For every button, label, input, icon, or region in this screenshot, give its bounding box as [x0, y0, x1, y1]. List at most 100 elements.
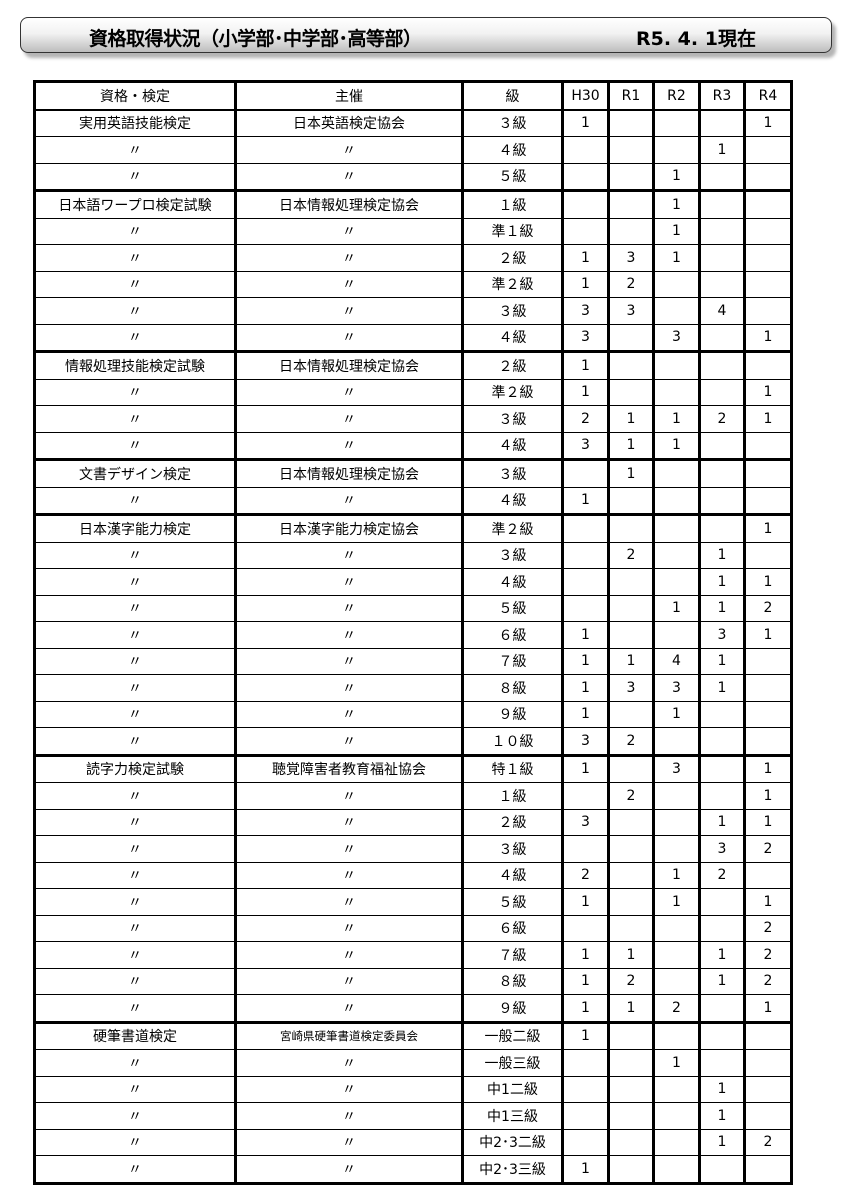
- cell-h30: [561, 782, 609, 809]
- cell-organizer: 〃: [234, 217, 463, 245]
- cell-qualification: 〃: [33, 727, 236, 755]
- cell-r2: 1: [652, 244, 700, 271]
- cell-organizer: 〃: [234, 162, 463, 191]
- cell-r1: [607, 700, 654, 728]
- cell-r4: [743, 647, 792, 675]
- cell-qualification: 情報処理技能検定試験: [33, 350, 236, 379]
- cell-organizer: 〃: [234, 378, 463, 406]
- cell-r1: [607, 350, 654, 379]
- cell-r1: [607, 1020, 654, 1050]
- cell-r3: [698, 1049, 745, 1076]
- cell-r4: 1: [743, 888, 792, 915]
- table-row: 〃〃 ３級 3 2: [33, 835, 792, 862]
- cell-r1: [607, 1128, 654, 1156]
- cell-r1: 1: [607, 941, 654, 968]
- cell-grade: 一般三級: [461, 1049, 563, 1076]
- cell-r2: [652, 109, 700, 137]
- table-row: 〃〃 ９級 1 1: [33, 700, 792, 728]
- cell-grade: ４級: [461, 486, 563, 515]
- cell-organizer: 〃: [234, 861, 463, 889]
- table-row: 日本語ワープロ検定試験 日本情報処理検定協会 １級 1: [33, 189, 792, 218]
- cell-r2: 1: [652, 431, 700, 460]
- cell-r1: [607, 109, 654, 137]
- cell-h30: 3: [561, 808, 609, 836]
- cell-h30: [561, 136, 609, 163]
- table-row: 実用英語技能検定 日本英語検定協会 ３級 1 1: [33, 109, 792, 137]
- cell-h30: [561, 1075, 609, 1103]
- cell-qualification: 〃: [33, 914, 236, 942]
- cell-h30: 1: [561, 647, 609, 675]
- cell-r3: [698, 431, 745, 460]
- cell-h30: [561, 594, 609, 622]
- cell-h30: 1: [561, 621, 609, 648]
- cell-r4: [743, 270, 792, 298]
- cell-r2: [652, 136, 700, 163]
- cell-r3: [698, 458, 745, 487]
- cell-h30: [561, 162, 609, 191]
- cell-h30: [561, 513, 609, 542]
- cell-qualification: 〃: [33, 486, 236, 515]
- cell-grade: ３級: [461, 835, 563, 862]
- cell-r3: 1: [698, 1128, 745, 1156]
- cell-r4: 1: [743, 405, 792, 432]
- cell-h30: 1: [561, 888, 609, 915]
- cell-organizer: 〃: [234, 967, 463, 995]
- table-row: 〃〃 ７級 1 1 4 1: [33, 647, 792, 675]
- cell-r4: 1: [743, 808, 792, 836]
- cell-qualification: 〃: [33, 217, 236, 245]
- cell-r3: [698, 1020, 745, 1050]
- cell-r1: [607, 1155, 654, 1183]
- cell-h30: 1: [561, 270, 609, 298]
- column-header-qualification: 資格・検定: [33, 81, 236, 111]
- cell-r1: [607, 621, 654, 648]
- cell-r4: [743, 1102, 792, 1129]
- cell-organizer: 〃: [234, 1049, 463, 1076]
- cell-grade: ５級: [461, 162, 563, 191]
- cell-r2: 3: [652, 753, 700, 783]
- cell-r2: 1: [652, 189, 700, 218]
- table-row: 〃〃中1三級 1: [33, 1102, 792, 1129]
- cell-r1: 2: [607, 782, 654, 809]
- cell-r1: [607, 1075, 654, 1103]
- cell-grade: ９級: [461, 994, 563, 1022]
- cell-grade: 特１級: [461, 753, 563, 783]
- cell-r1: [607, 378, 654, 406]
- cell-organizer: 聴覚障害者教育福祉協会: [234, 753, 463, 783]
- cell-r2: [652, 1102, 700, 1129]
- cell-r1: [607, 753, 654, 783]
- cell-grade: ８級: [461, 967, 563, 995]
- table-row: 文書デザイン検定 日本情報処理検定協会 ３級 1: [33, 458, 792, 487]
- cell-r3: [698, 162, 745, 191]
- cell-grade: ３級: [461, 541, 563, 569]
- table-row: 〃〃中2･3三級 1: [33, 1155, 792, 1183]
- cell-h30: 3: [561, 727, 609, 755]
- cell-h30: 1: [561, 753, 609, 783]
- column-header-r1: R1: [607, 81, 654, 111]
- cell-h30: [561, 568, 609, 595]
- cell-r4: 1: [743, 568, 792, 595]
- cell-qualification: 〃: [33, 941, 236, 968]
- cell-grade: ３級: [461, 405, 563, 432]
- cell-grade: ４級: [461, 861, 563, 889]
- cell-r3: [698, 270, 745, 298]
- cell-r1: [607, 861, 654, 889]
- cell-grade: １級: [461, 189, 563, 218]
- cell-r4: 1: [743, 994, 792, 1022]
- cell-h30: 1: [561, 350, 609, 379]
- table-row: 〃〃 ５級 1 1 2: [33, 594, 792, 622]
- cell-h30: [561, 914, 609, 942]
- cell-organizer: 日本情報処理検定協会: [234, 458, 463, 487]
- cell-r4: 1: [743, 782, 792, 809]
- cell-organizer: 〃: [234, 888, 463, 915]
- cell-r3: [698, 323, 745, 352]
- cell-r1: 2: [607, 270, 654, 298]
- cell-r3: [698, 727, 745, 755]
- cell-grade: ６級: [461, 914, 563, 942]
- cell-organizer: 〃: [234, 594, 463, 622]
- cell-r4: [743, 1075, 792, 1103]
- cell-r1: [607, 1102, 654, 1129]
- cell-r2: 1: [652, 405, 700, 432]
- table-row: 〃〃 ２級 1 3 1: [33, 244, 792, 271]
- cell-qualification: 〃: [33, 270, 236, 298]
- cell-r3: [698, 109, 745, 137]
